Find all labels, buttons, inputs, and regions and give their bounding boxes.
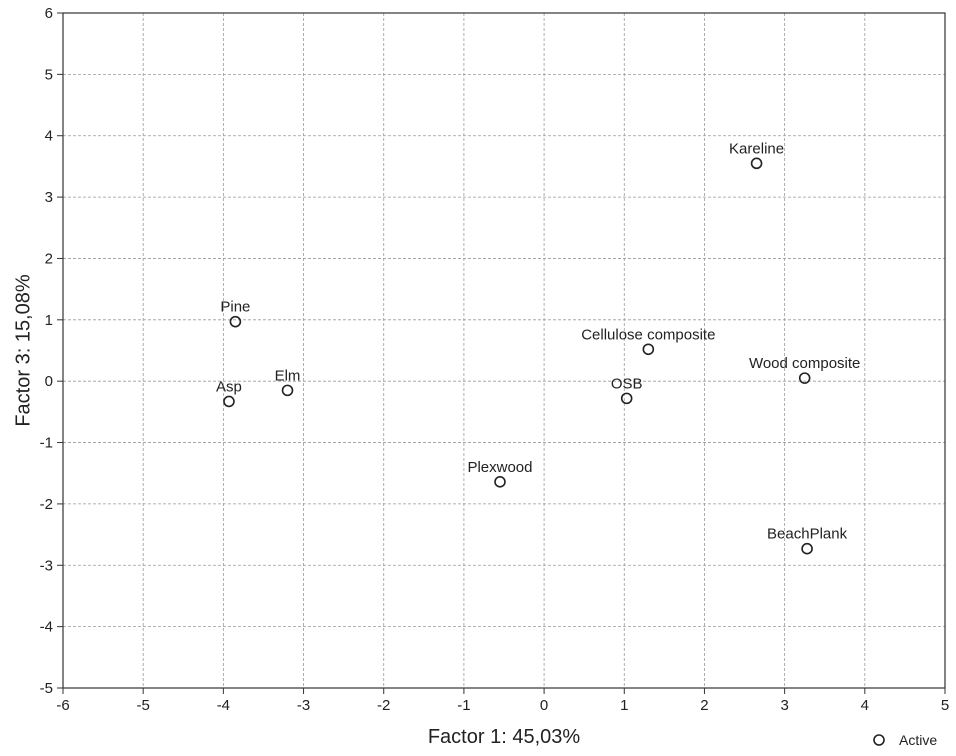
x-tick-label: -4	[217, 697, 230, 714]
data-point	[802, 544, 812, 554]
y-tick-label: -4	[40, 619, 53, 636]
y-tick-label: -3	[40, 557, 53, 574]
x-tick-label: 3	[780, 697, 788, 714]
x-tick-label: -1	[457, 697, 470, 714]
x-tick-label: 5	[941, 697, 949, 714]
y-axis-title: Factor 3: 15,08%	[12, 274, 34, 427]
data-point	[622, 393, 632, 403]
x-tick-label: -2	[377, 697, 390, 714]
data-point-label: Elm	[275, 367, 301, 384]
data-point-label: Kareline	[729, 140, 784, 157]
y-tick-label: 4	[45, 128, 53, 145]
data-point	[752, 158, 762, 168]
data-point-label: Asp	[216, 378, 242, 395]
data-point	[224, 396, 234, 406]
y-tick-label: -5	[40, 680, 53, 697]
x-tick-label: 2	[700, 697, 708, 714]
legend-label: Active	[899, 732, 937, 748]
data-point-label: Plexwood	[467, 459, 532, 476]
data-point-label: Wood composite	[749, 355, 860, 372]
y-tick-label: 6	[45, 5, 53, 22]
x-tick-label: 0	[540, 697, 548, 714]
data-point-label: Pine	[220, 299, 250, 316]
data-point	[800, 373, 810, 383]
y-axis: 6 5 4 3 2 1 0 -1 -2 -3 -4 -5	[40, 5, 63, 697]
x-tick-label: -6	[56, 697, 69, 714]
y-tick-label: 3	[45, 189, 53, 206]
x-axis-title: Factor 1: 45,03%	[428, 726, 581, 748]
y-tick-label: 5	[45, 66, 53, 83]
x-tick-label: 4	[861, 697, 869, 714]
grid-lines	[63, 13, 945, 688]
data-point	[495, 477, 505, 487]
plot-frame	[63, 13, 945, 688]
legend-marker	[874, 735, 884, 745]
y-tick-label: 2	[45, 250, 53, 267]
x-tick-label: -3	[297, 697, 310, 714]
x-tick-label: 1	[620, 697, 628, 714]
data-point-label: OSB	[611, 375, 643, 392]
data-point	[283, 385, 293, 395]
data-points: Kareline Pine Cellulose composite Wood comp…	[216, 140, 860, 553]
y-tick-label: 1	[45, 312, 53, 329]
data-point-label: BeachPlank	[767, 526, 848, 543]
data-point	[230, 317, 240, 327]
y-tick-label: 0	[45, 373, 53, 390]
legend: Active	[874, 732, 937, 748]
x-axis: -6 -5 -4 -3 -2 -1 0 1 2 3 4 5	[56, 688, 949, 714]
y-tick-label: -1	[40, 435, 53, 452]
data-point-label: Cellulose composite	[581, 326, 715, 343]
x-tick-label: -5	[137, 697, 150, 714]
data-point	[643, 344, 653, 354]
y-tick-label: -2	[40, 496, 53, 513]
